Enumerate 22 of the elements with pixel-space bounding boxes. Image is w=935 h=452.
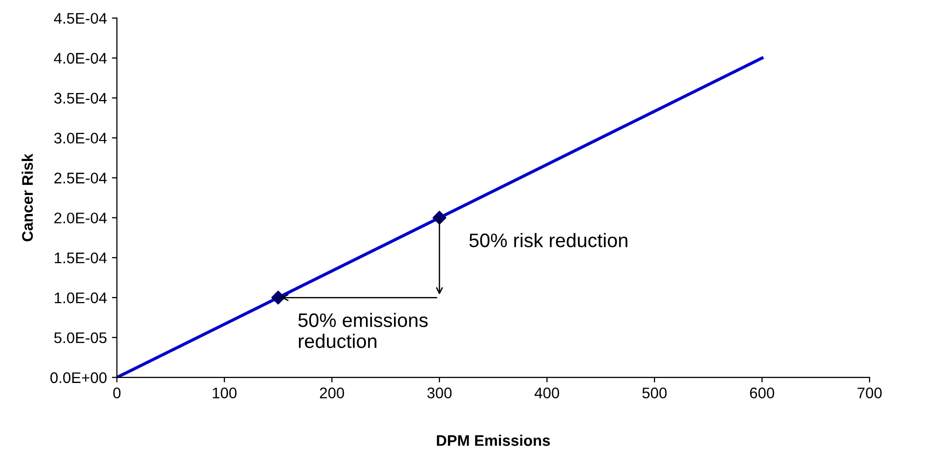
x-tick-label: 300 bbox=[427, 388, 452, 398]
y-axis-title: Cancer Risk bbox=[22, 154, 33, 242]
x-tick-label: 100 bbox=[212, 388, 237, 398]
annotation: 50% emissions reduction bbox=[298, 312, 428, 348]
y-tick-label: 3.0E-04 bbox=[54, 132, 107, 144]
x-tick-label: 400 bbox=[534, 388, 560, 398]
y-tick-label: 1.0E-04 bbox=[54, 292, 107, 304]
x-tick-label: 0 bbox=[113, 388, 121, 398]
x-tick-label: 700 bbox=[858, 388, 882, 398]
x-tick-label: 200 bbox=[320, 388, 344, 398]
y-tick-label: 5.0E-05 bbox=[54, 332, 107, 344]
y-tick-label: 2.0E-04 bbox=[54, 212, 107, 224]
y-tick-label: 1.5E-04 bbox=[54, 252, 107, 264]
y-tick-label: 3.5E-04 bbox=[54, 92, 107, 104]
y-tick-label: 0.0E+00 bbox=[50, 372, 107, 384]
x-axis-title: DPM Emissions bbox=[436, 434, 550, 446]
y-tick-label: 4.5E-04 bbox=[54, 12, 107, 24]
x-tick-label: 600 bbox=[750, 388, 774, 398]
y-tick-label: 2.5E-04 bbox=[54, 172, 107, 184]
x-tick-label: 500 bbox=[642, 388, 667, 398]
annotation: 50% risk reduction bbox=[469, 232, 628, 248]
y-tick-label: 4.0E-04 bbox=[54, 52, 107, 64]
